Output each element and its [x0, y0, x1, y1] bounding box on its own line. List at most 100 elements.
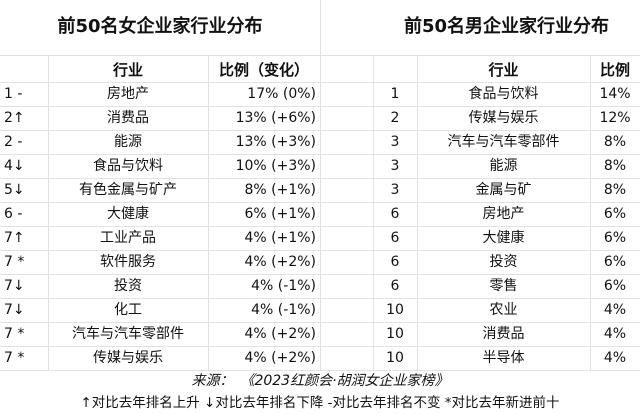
rank-cell: 10: [386, 302, 404, 318]
industry-cell: 农业: [489, 302, 518, 318]
ratio-cell: 17% (0%): [247, 86, 316, 102]
ratio-cell: 4% (-1%): [251, 302, 316, 318]
industry-cell: 零售: [489, 278, 518, 294]
industry-cell: 投资: [489, 254, 518, 270]
rank-cell: 1: [390, 86, 400, 102]
industry-cell: 半导体: [482, 350, 525, 366]
grid-line: [0, 178, 640, 179]
table-row: 6 房地产 6%: [0, 202, 640, 226]
industry-cell: 有色金属与矿产: [79, 182, 177, 198]
ratio-cell: 4%: [603, 350, 627, 366]
female-table-title: 前50名女企业家行业分布: [57, 16, 263, 37]
ratio-cell: 4%: [603, 302, 627, 318]
grid-line: [417, 55, 418, 370]
rank-cell: 7 *: [4, 254, 25, 270]
ratio-cell: 8%: [603, 182, 627, 198]
grid-line: [0, 202, 640, 203]
ratio-cell: 12%: [599, 110, 631, 126]
grid-line: [0, 370, 640, 371]
industry-cell: 大健康: [107, 206, 149, 222]
rank-cell: 10: [386, 350, 404, 366]
table-row: 7↓ 投资 4% (-1%): [0, 274, 640, 298]
industry-cell: 消费品: [107, 110, 149, 126]
grid-line: [208, 55, 209, 370]
ratio-cell: 6%: [603, 230, 627, 246]
table-row: 10 半导体 4%: [0, 346, 640, 370]
grid-line: [0, 322, 640, 323]
grid-line: [0, 226, 640, 227]
table-row: 2 传媒与娱乐 12%: [0, 106, 640, 130]
male-header-industry: 行业: [488, 61, 519, 79]
table-row: 6 大健康 6%: [0, 226, 640, 250]
table-row: 7 * 软件服务 4% (+2%): [0, 250, 640, 274]
table-row: 3 能源 8%: [0, 154, 640, 178]
legend-note: ↑对比去年排名上升 ↓对比去年排名下降 -对比去年排名不变 *对比去年新进前十: [80, 395, 560, 411]
grid-line: [48, 55, 49, 370]
rank-cell: 10: [386, 326, 404, 342]
table-row: 1 - 房地产 17% (0%): [0, 82, 640, 106]
ratio-cell: 4% (+1%): [244, 230, 316, 246]
rank-cell: 2↑: [4, 110, 25, 126]
ratio-cell: 4% (+2%): [244, 350, 316, 366]
industry-cell: 汽车与汽车零部件: [447, 134, 560, 150]
grid-line: [0, 274, 640, 275]
rank-cell: 6 -: [4, 206, 23, 222]
ratio-cell: 8% (+1%): [244, 182, 316, 198]
industry-cell: 房地产: [107, 86, 149, 102]
grid-line: [0, 346, 640, 347]
table-row: 3 汽车与汽车零部件 8%: [0, 130, 640, 154]
rank-cell: 6: [390, 206, 400, 222]
table-row: 6 - 大健康 6% (+1%): [0, 202, 640, 226]
industry-cell: 食品与饮料: [468, 86, 539, 102]
table-row: 7↑ 工业产品 4% (+1%): [0, 226, 640, 250]
industry-cell: 投资: [114, 278, 142, 294]
industry-cell: 金属与矿: [475, 182, 532, 198]
table-row: 6 投资 6%: [0, 250, 640, 274]
industry-cell: 能源: [489, 158, 518, 174]
ratio-cell: 6%: [603, 206, 627, 222]
rank-cell: 1 -: [4, 86, 23, 102]
ratio-cell: 4% (+2%): [244, 254, 316, 270]
rank-cell: 7↑: [4, 230, 25, 246]
ratio-cell: 6%: [603, 278, 627, 294]
grid-line: [0, 55, 640, 56]
table-row: 6 零售 6%: [0, 274, 640, 298]
rank-cell: 6: [390, 230, 400, 246]
industry-cell: 传媒与娱乐: [468, 110, 539, 126]
table-row: 7 * 传媒与娱乐 4% (+2%): [0, 346, 640, 370]
industry-cell: 软件服务: [100, 254, 156, 270]
table-row: 7↓ 化工 4% (-1%): [0, 298, 640, 322]
rank-cell: 2 -: [4, 134, 23, 150]
industry-cell: 大健康: [482, 230, 525, 246]
male-table-title: 前50名男企业家行业分布: [403, 16, 610, 37]
ratio-cell: 6%: [603, 254, 627, 270]
rank-cell: 2: [390, 110, 400, 126]
grid-line: [590, 55, 591, 370]
grid-line: [0, 82, 640, 83]
table-row: 10 消费品 4%: [0, 322, 640, 346]
industry-cell: 汽车与汽车零部件: [72, 326, 184, 342]
rank-cell: 3: [390, 182, 400, 198]
ratio-cell: 8%: [603, 158, 627, 174]
ratio-cell: 6% (+1%): [244, 206, 316, 222]
industry-cell: 房地产: [482, 206, 525, 222]
grid-line: [0, 106, 640, 107]
rank-cell: 6: [390, 254, 400, 270]
ratio-cell: 13% (+6%): [235, 110, 316, 126]
table-row: 5↓ 有色金属与矿产 8% (+1%): [0, 178, 640, 202]
male-header-ratio: 比例: [599, 61, 630, 79]
grid-line: [373, 55, 374, 370]
ratio-cell: 4% (+2%): [244, 326, 316, 342]
table-row: 2 - 能源 13% (+3%): [0, 130, 640, 154]
ratio-cell: 4% (-1%): [251, 278, 316, 294]
industry-cell: 能源: [114, 134, 142, 150]
ratio-cell: 8%: [603, 134, 627, 150]
source-note: 来源： 《2023红颜会·胡润女企业家榜》: [191, 373, 449, 389]
female-header-ratio: 比例（变化）: [218, 61, 309, 79]
grid-line: [0, 154, 640, 155]
grid-line: [0, 250, 640, 251]
rank-cell: 4↓: [4, 158, 25, 174]
rank-cell: 7↓: [4, 302, 25, 318]
rank-cell: 7 *: [4, 326, 25, 342]
grid-line: [320, 0, 321, 370]
